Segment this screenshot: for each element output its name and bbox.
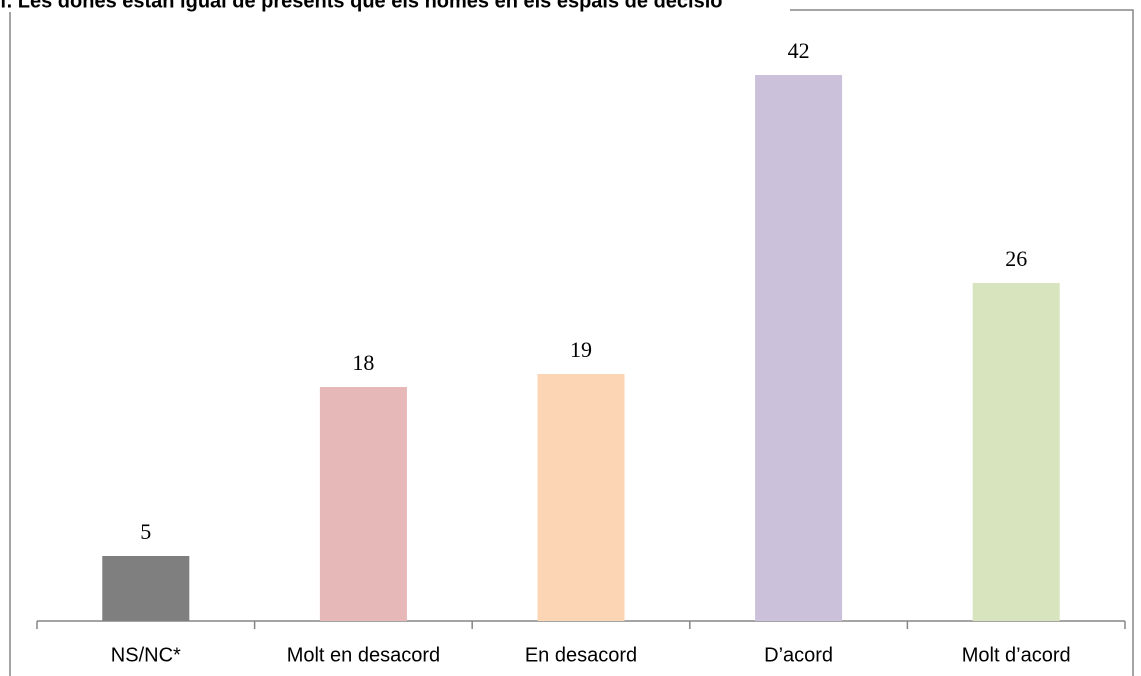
chart-title: f. Les dones estan igual de presents que… bbox=[0, 0, 722, 12]
value-label: 19 bbox=[570, 337, 592, 362]
value-label: 5 bbox=[140, 519, 151, 544]
x-tick-label: En desacord bbox=[525, 644, 637, 666]
bar bbox=[972, 283, 1060, 621]
bar bbox=[537, 374, 625, 621]
x-tick-label: Molt d’acord bbox=[962, 644, 1071, 666]
value-label: 42 bbox=[788, 38, 810, 63]
value-label: 26 bbox=[1005, 246, 1027, 271]
value-label: 18 bbox=[352, 350, 374, 375]
x-tick-label: D’acord bbox=[764, 644, 833, 666]
x-tick-label: NS/NC* bbox=[111, 644, 181, 666]
bar bbox=[102, 556, 190, 621]
bar bbox=[755, 75, 843, 621]
x-tick-label: Molt en desacord bbox=[287, 644, 440, 666]
title-backdrop bbox=[0, 0, 790, 12]
bar bbox=[319, 387, 407, 621]
